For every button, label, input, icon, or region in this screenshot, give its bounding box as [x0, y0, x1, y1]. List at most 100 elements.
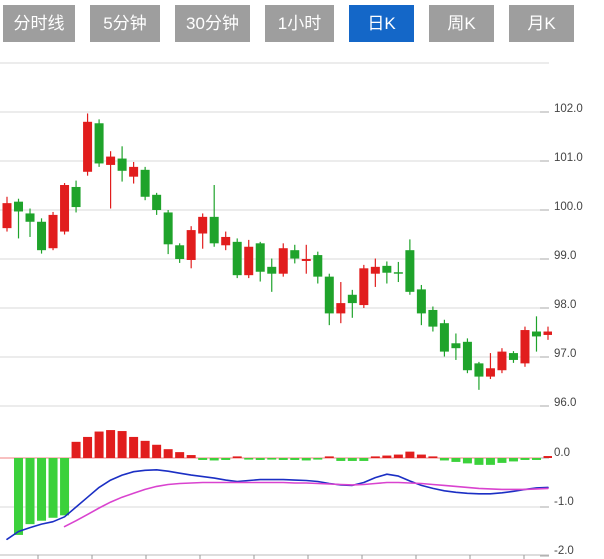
macd-bar [186, 455, 196, 458]
macd-axis-label: -1.0 [554, 496, 574, 508]
candles [2, 113, 552, 390]
macd-bar [301, 458, 311, 461]
macd-bar [244, 458, 254, 460]
macd-bar [324, 456, 334, 458]
price-axis-label: 100.0 [554, 201, 583, 213]
candle-body [221, 236, 231, 246]
macd-bar [60, 458, 70, 516]
tab-1hour[interactable]: 1小时 [265, 5, 334, 42]
tab-monthly-k[interactable]: 月K [509, 5, 574, 42]
price-axis-label: 97.0 [554, 348, 576, 360]
tab-30min[interactable]: 30分钟 [175, 5, 250, 42]
candle-body [152, 194, 162, 210]
candle-body [485, 368, 495, 377]
macd-axis-labels: 0.0 -1.0 -2.0 [540, 447, 574, 557]
price-axis-label: 96.0 [554, 397, 576, 409]
macd-bar [428, 456, 438, 458]
candle-body [94, 123, 104, 164]
macd-dea-line [63, 481, 549, 528]
candle-body [508, 353, 518, 360]
candle-body [14, 201, 24, 212]
candle-body [497, 351, 507, 371]
candle-body [393, 272, 403, 274]
candle-body [175, 245, 185, 259]
tab-daily-k[interactable]: 日K [349, 5, 414, 42]
price-axis-label: 102.0 [554, 103, 583, 115]
macd-bar [83, 436, 93, 458]
tab-weekly-k[interactable]: 周K [429, 5, 494, 42]
candle-body [301, 259, 311, 261]
macd-bar [520, 458, 530, 460]
macd-bar [543, 456, 552, 458]
candle-body [278, 248, 288, 274]
macd-bar [508, 458, 518, 462]
candle-body [83, 121, 93, 172]
macd-bar [175, 452, 185, 458]
macd-axis-label: 0.0 [554, 447, 570, 459]
macd-bar [290, 458, 300, 460]
candle-body [543, 331, 552, 335]
candle-body [129, 166, 139, 177]
macd-dif-line [6, 469, 549, 541]
price-axis-label: 101.0 [554, 152, 583, 164]
macd-bar [462, 458, 472, 464]
candle-body [336, 303, 346, 314]
candle-body [186, 230, 196, 260]
candle-body [451, 343, 461, 349]
candle-body [474, 363, 484, 377]
macd-bar [94, 431, 104, 458]
candle-body [106, 156, 116, 165]
candle-body [37, 221, 47, 251]
macd-bar [140, 440, 150, 458]
macd-histogram [14, 430, 552, 535]
macd-bar [163, 449, 173, 458]
macd-bar [439, 458, 449, 461]
candle-body [520, 330, 530, 364]
macd-bar [347, 458, 357, 461]
candle-body [2, 203, 12, 229]
candle-body [416, 289, 426, 314]
candle-body [255, 243, 265, 272]
candle-body [163, 212, 173, 245]
macd-bar [382, 455, 392, 458]
candle-body [347, 294, 357, 304]
candle-body [313, 255, 323, 277]
macd-bar [232, 456, 242, 458]
candle-body [290, 250, 300, 259]
macd-bar [152, 444, 162, 458]
macd-bar [117, 431, 127, 458]
candle-body [244, 246, 254, 276]
candle-body [25, 213, 35, 222]
candle-body [531, 331, 541, 337]
macd-bar [25, 458, 35, 525]
price-axis-labels: 102.0 101.0 100.0 99.0 98.0 97.0 96.0 [554, 103, 583, 409]
macd-bar [531, 458, 541, 460]
macd-bar [278, 458, 288, 460]
macd-bar [370, 456, 380, 458]
macd-bar [313, 458, 323, 460]
macd-bar [37, 458, 47, 521]
candle-body [405, 250, 415, 292]
macd-bar [48, 458, 58, 518]
macd-bar [451, 458, 461, 462]
candle-body [198, 216, 208, 234]
candle-body [209, 216, 219, 244]
macd-bar [393, 454, 403, 458]
macd-bar [267, 458, 277, 460]
candle-body [428, 309, 438, 327]
x-axis [0, 554, 549, 559]
macd-bar [497, 458, 507, 463]
macd-bar [14, 458, 24, 535]
candle-body [439, 323, 449, 352]
candle-body [324, 276, 334, 314]
tab-timeline[interactable]: 分时线 [3, 5, 75, 42]
macd-bar [255, 458, 265, 460]
macd-bar [209, 458, 219, 461]
tab-5min[interactable]: 5分钟 [90, 5, 160, 42]
candle-body [71, 186, 81, 208]
candle-body [382, 265, 392, 273]
candle-body [232, 241, 242, 276]
macd-bar [416, 454, 426, 458]
